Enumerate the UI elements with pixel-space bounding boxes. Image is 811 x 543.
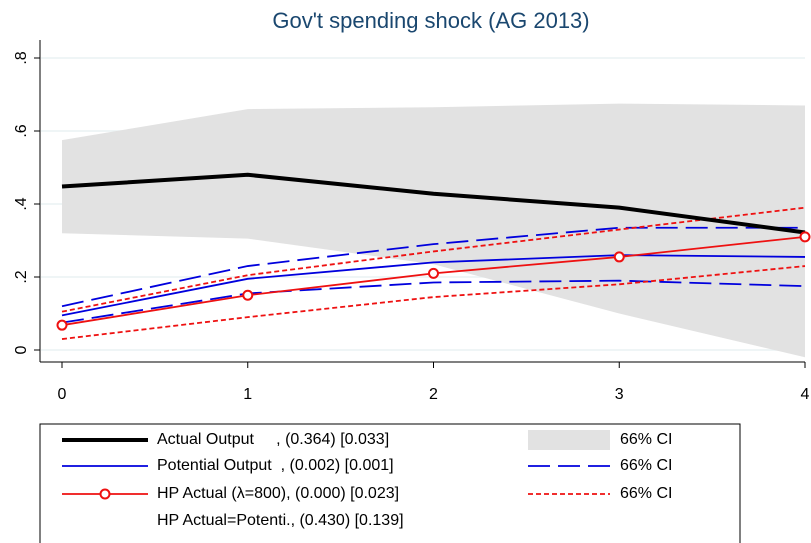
marker <box>799 231 811 243</box>
legend-label: 66% CI <box>620 485 672 502</box>
y-tick-label: .6 <box>13 124 30 137</box>
legend-label: 66% CI <box>620 431 672 448</box>
x-tick-label: 0 <box>58 386 67 403</box>
x-tick-label: 1 <box>243 386 252 403</box>
ci-area <box>62 103 805 358</box>
legend-label: 66% CI <box>620 457 672 474</box>
x-tick-label: 3 <box>615 386 624 403</box>
legend-marker <box>99 488 111 500</box>
ci-line <box>61 206 806 313</box>
chart-title: Gov't spending shock (AG 2013) <box>272 8 589 33</box>
marker <box>613 251 625 263</box>
y-tick-label: 0 <box>13 345 30 354</box>
legend-label: HP Actual (λ=800), (0.000) [0.023] <box>157 485 399 502</box>
ci-line <box>61 226 805 308</box>
x-tick-label: 2 <box>429 386 438 403</box>
series-line <box>61 254 806 317</box>
legend-label: HP Actual=Potenti., (0.430) [0.139] <box>157 512 404 529</box>
marker <box>428 267 439 279</box>
series-line <box>61 172 806 235</box>
ci-line <box>61 279 806 324</box>
x-tick-label: 4 <box>801 386 810 403</box>
y-tick-label: .4 <box>13 197 30 210</box>
marker <box>56 319 68 331</box>
ci-line <box>61 265 806 340</box>
marker <box>242 289 254 301</box>
legend-swatch <box>528 430 610 450</box>
y-tick-label: .2 <box>13 270 30 283</box>
legend-box <box>39 423 741 543</box>
legend-label: Actual Output , (0.364) [0.033] <box>157 431 389 448</box>
legend-label: Potential Output , (0.002) [0.001] <box>157 457 394 474</box>
y-tick-label: .8 <box>13 51 30 64</box>
